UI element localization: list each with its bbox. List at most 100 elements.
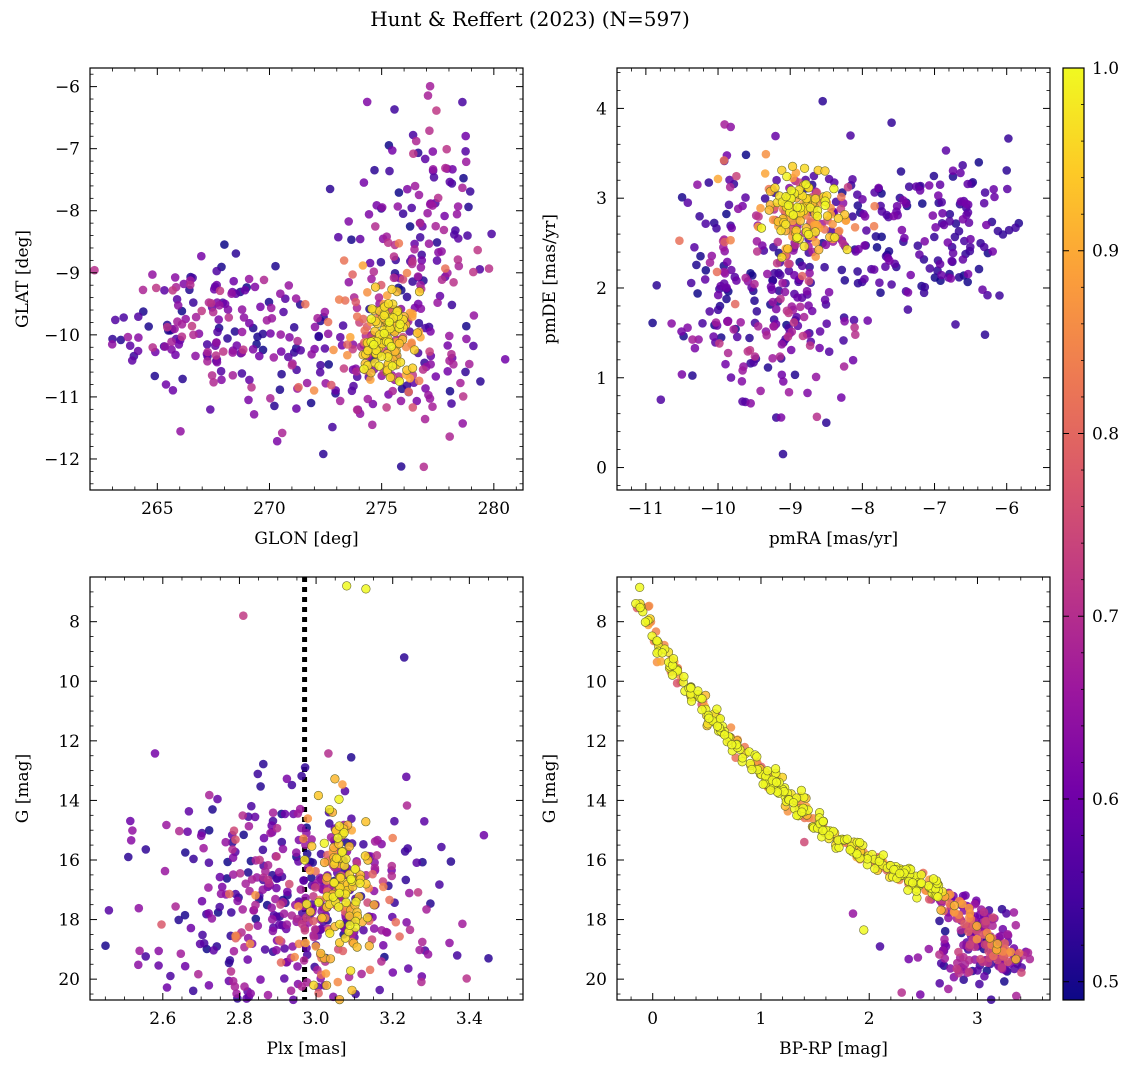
data-point [214, 315, 223, 324]
data-point [946, 964, 955, 973]
data-point [213, 327, 222, 337]
data-point [635, 602, 645, 613]
data-point [284, 352, 293, 362]
data-point [980, 972, 989, 981]
data-point [245, 375, 254, 385]
data-point [925, 264, 935, 273]
data-point [282, 920, 292, 929]
data-point [974, 264, 984, 274]
data-point [329, 345, 338, 355]
data-point [272, 874, 282, 883]
data-point [316, 948, 326, 958]
data-point [246, 989, 255, 998]
data-point [382, 403, 391, 412]
data-point [417, 977, 426, 987]
data-point [405, 925, 415, 935]
data-point [204, 883, 213, 892]
y-tick-label: −11 [44, 388, 80, 408]
data-point [379, 882, 388, 892]
data-point [848, 909, 858, 918]
x-tick-label: 3.0 [303, 1009, 330, 1029]
data-point [344, 841, 355, 852]
axes-frame [89, 576, 524, 1001]
data-point [313, 313, 322, 323]
data-point [352, 367, 361, 376]
data-point [958, 899, 967, 909]
data-point [949, 900, 960, 911]
data-point [347, 235, 356, 244]
data-point [199, 843, 208, 853]
data-point [189, 854, 198, 864]
data-point [688, 335, 697, 344]
data-point [976, 954, 985, 964]
data-point [330, 774, 340, 784]
ticks: −11 −10 −9 −8 −7 −6 0 1 2 3 4 [596, 68, 1051, 519]
data-point [822, 319, 831, 329]
data-point [170, 324, 179, 334]
x-tick-label: 275 [365, 499, 397, 519]
data-point [723, 257, 732, 267]
data-point [395, 319, 405, 329]
data-point [420, 154, 430, 164]
data-point [270, 401, 279, 411]
data-point [679, 672, 689, 682]
x-tick-label: −8 [850, 499, 875, 519]
data-point [402, 268, 412, 278]
data-point [300, 763, 310, 772]
data-point [828, 219, 837, 229]
data-point [763, 269, 772, 279]
data-point [413, 888, 423, 897]
data-point [966, 242, 975, 252]
data-point [761, 149, 771, 159]
data-point [370, 165, 379, 175]
data-point [418, 937, 427, 947]
data-point [732, 171, 741, 181]
data-point [945, 209, 955, 219]
data-point [916, 990, 925, 999]
y-tick-label: 8 [596, 613, 607, 633]
data-point [405, 888, 414, 898]
data-point [299, 834, 308, 843]
data-point [335, 873, 346, 883]
data-point [366, 375, 375, 385]
data-point [316, 360, 325, 370]
data-point [184, 807, 194, 816]
data-point [245, 886, 254, 896]
data-point [918, 199, 927, 208]
data-point [931, 223, 940, 232]
data-point [746, 399, 755, 408]
data-point [414, 318, 424, 328]
data-point [783, 332, 793, 342]
data-point [263, 990, 273, 1000]
data-point [310, 322, 320, 332]
data-point [389, 252, 399, 261]
data-point [292, 404, 301, 413]
data-point [369, 924, 379, 933]
data-point [322, 980, 332, 990]
data-point [745, 333, 754, 343]
x-axis-label: BP-RP [mag] [779, 1039, 888, 1059]
data-point [245, 939, 255, 949]
data-point [724, 200, 734, 210]
data-point [802, 286, 812, 296]
data-point [824, 347, 834, 357]
data-point [300, 926, 310, 935]
data-point [415, 945, 424, 955]
data-point [189, 298, 198, 307]
y-tick-label: 18 [58, 911, 80, 931]
data-point [811, 237, 821, 247]
data-point [487, 229, 496, 239]
data-point [985, 933, 995, 943]
data-point [379, 311, 389, 321]
data-point [771, 304, 781, 314]
data-point [179, 279, 189, 289]
data-point [895, 868, 905, 879]
data-point [1012, 991, 1021, 1001]
x-axis-label: pmRA [mas/yr] [769, 529, 898, 549]
data-point [211, 351, 221, 360]
data-point [352, 312, 362, 321]
data-point [454, 234, 463, 243]
data-point [694, 335, 703, 344]
data-point [228, 853, 238, 862]
data-point [219, 347, 228, 356]
